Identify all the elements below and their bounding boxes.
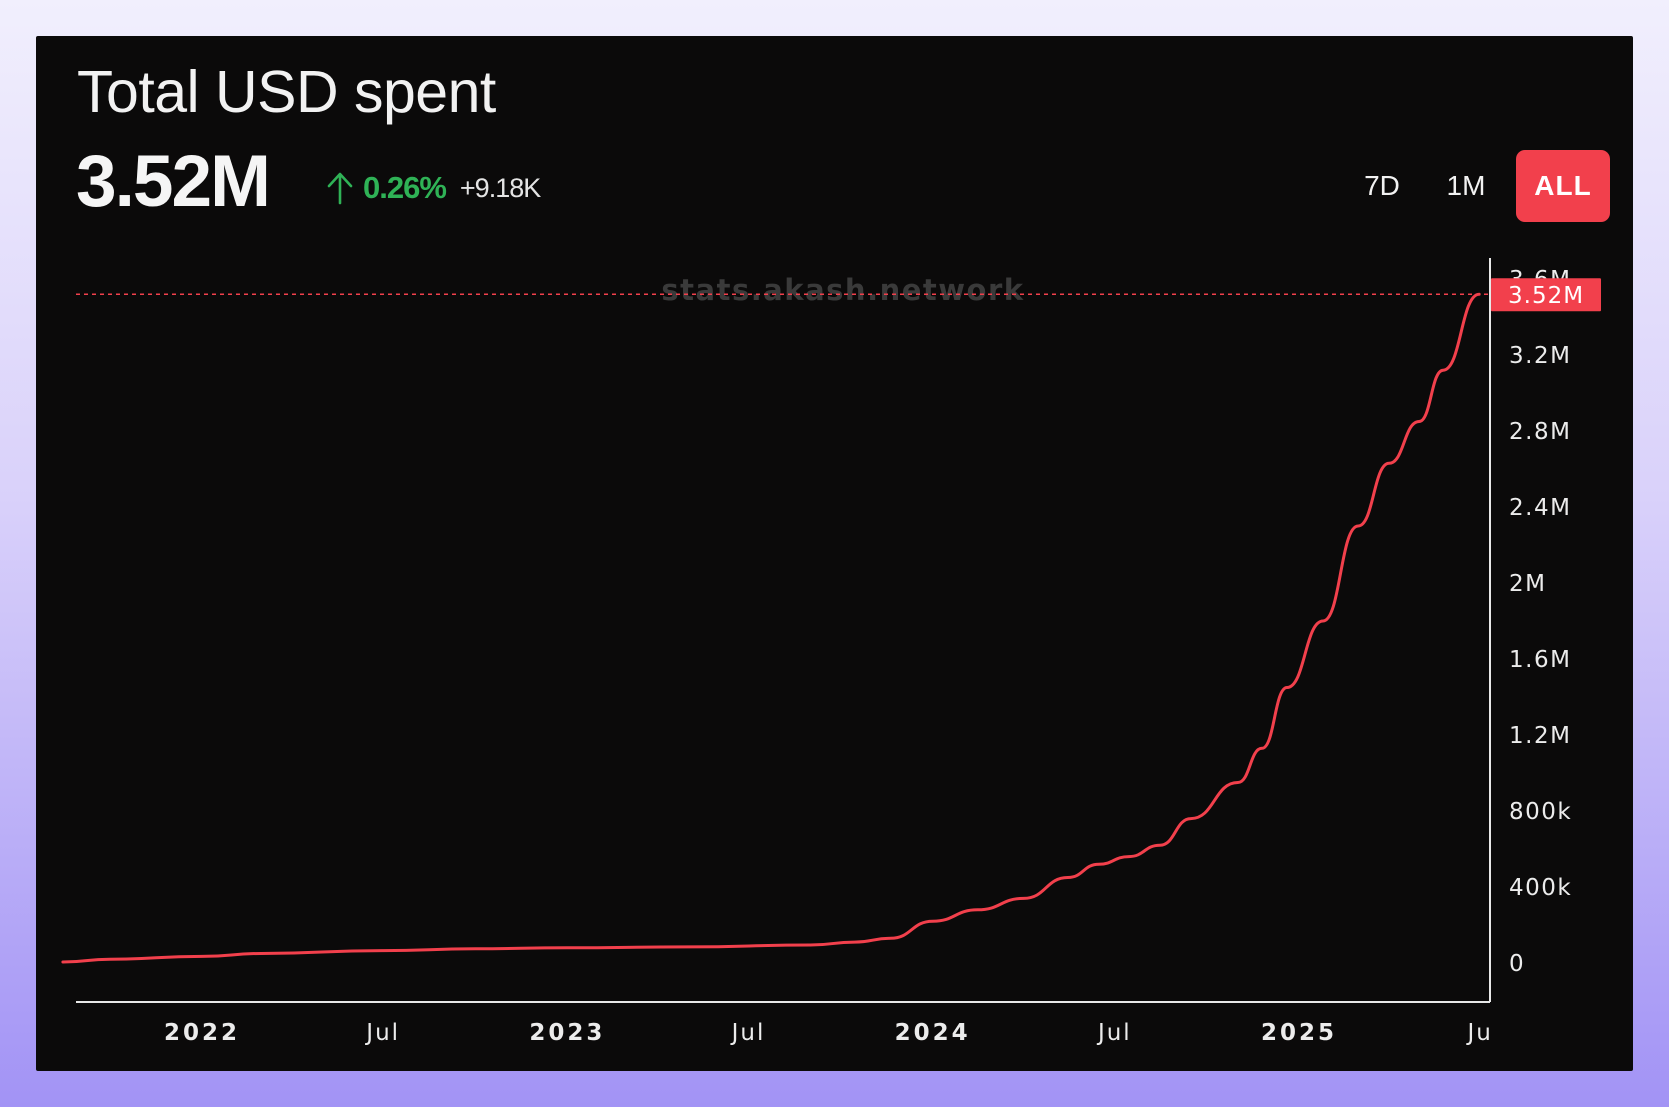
current-value-badge bbox=[1491, 278, 1601, 312]
arrow-up-icon bbox=[327, 172, 353, 205]
watermark-text: stats.akash.network bbox=[661, 273, 1024, 307]
x-tick-label: 2025 bbox=[1261, 1020, 1337, 1046]
y-tick-label: 1.2M bbox=[1509, 723, 1571, 749]
range-all-button[interactable]: ALL bbox=[1516, 150, 1610, 222]
chart-title: Total USD spent bbox=[77, 59, 496, 125]
chart-card bbox=[36, 36, 1633, 1071]
range-7d-button[interactable]: 7D bbox=[1364, 170, 1400, 201]
x-tick-label: Ju bbox=[1465, 1020, 1492, 1046]
y-tick-label: 800k bbox=[1509, 799, 1572, 825]
y-tick-label: 2M bbox=[1509, 571, 1546, 597]
x-tick-label: Jul bbox=[1096, 1020, 1132, 1046]
y-tick-label: 2.4M bbox=[1509, 495, 1571, 521]
change-percent: 0.26% bbox=[363, 170, 447, 205]
y-tick-label: 3.2M bbox=[1509, 343, 1571, 369]
y-tick-label: 0 bbox=[1509, 951, 1525, 977]
current-value-badge-label: 3.52M bbox=[1508, 283, 1584, 309]
x-tick-label: Jul bbox=[364, 1020, 400, 1046]
x-tick-label: 2022 bbox=[164, 1020, 240, 1046]
y-tick-label: 2.8M bbox=[1509, 419, 1571, 445]
series-line bbox=[61, 292, 1481, 964]
x-tick-label: Jul bbox=[730, 1020, 766, 1046]
change-indicator: 0.26% +9.18K bbox=[325, 168, 541, 208]
x-tick-label: 2024 bbox=[895, 1020, 971, 1046]
current-value: 3.52M bbox=[76, 141, 271, 222]
y-tick-label: 400k bbox=[1509, 875, 1572, 901]
change-absolute: +9.18K bbox=[459, 172, 541, 203]
y-tick-label: 1.6M bbox=[1509, 647, 1571, 673]
range-1m-button[interactable]: 1M bbox=[1446, 170, 1486, 201]
x-tick-label: 2023 bbox=[529, 1020, 605, 1046]
